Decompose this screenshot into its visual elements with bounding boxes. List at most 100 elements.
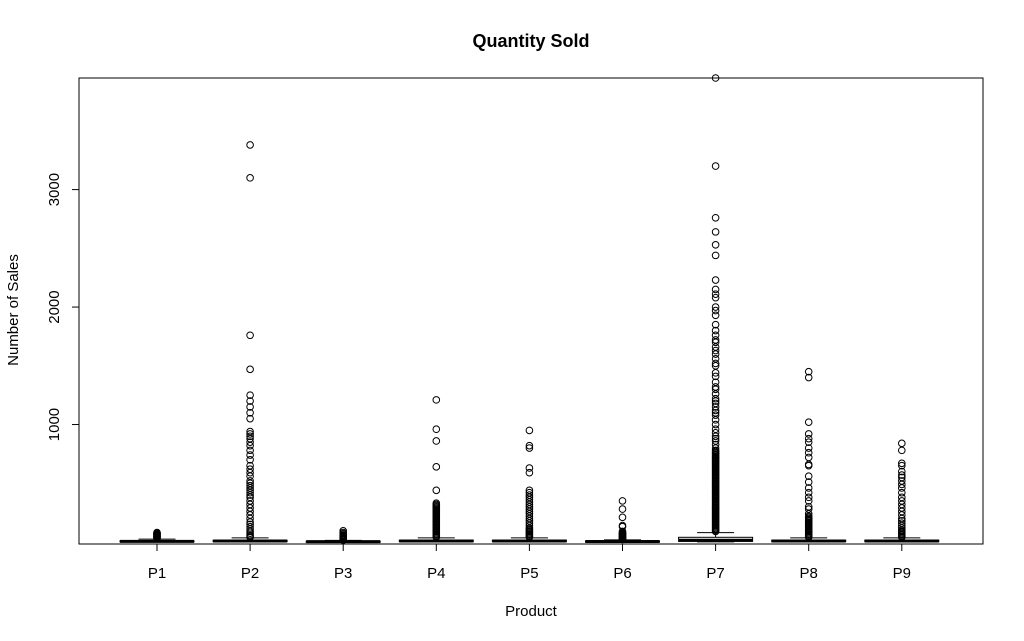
x-tick-label: P9 [893, 565, 911, 582]
outlier-point [711, 293, 720, 302]
outlier-point [246, 174, 254, 182]
outlier-point [898, 497, 906, 505]
outlier-point [804, 418, 813, 426]
outlier-point [804, 505, 813, 513]
outlier-point [246, 455, 254, 464]
outlier-point [804, 472, 813, 481]
outlier-point [898, 459, 906, 468]
outlier-point [711, 394, 720, 403]
outlier-point [246, 141, 254, 149]
outlier-point [711, 434, 720, 443]
outlier-point [711, 276, 720, 284]
outlier-point [711, 311, 720, 320]
outlier-point [525, 491, 534, 499]
box-p8 [771, 367, 847, 543]
outlier-point [711, 378, 720, 387]
outlier-point [246, 414, 254, 423]
outlier-point [711, 285, 720, 294]
outlier-point [804, 484, 813, 492]
outlier-point [246, 438, 254, 446]
outlier-point [246, 397, 254, 405]
outlier-point [711, 251, 720, 260]
outlier-point [246, 481, 254, 490]
box-series [119, 74, 940, 544]
outlier-point [432, 396, 441, 404]
outlier-point [525, 444, 534, 452]
outlier-point [246, 432, 254, 441]
outlier-point [898, 471, 906, 479]
outlier-point [898, 473, 906, 482]
chart-title: Quantity Sold [473, 31, 590, 51]
y-axis-title: Number of Sales [5, 254, 22, 366]
outlier-point [711, 399, 720, 408]
outlier-point [246, 477, 254, 485]
outlier-point [804, 453, 813, 462]
outlier-point [804, 493, 813, 502]
outlier-point [898, 493, 906, 502]
outlier-point [246, 497, 254, 505]
outlier-point [898, 439, 906, 448]
outlier-point [618, 527, 627, 536]
outlier-point [711, 440, 720, 449]
x-tick-label: P3 [334, 565, 352, 582]
x-tick-label: P1 [148, 565, 166, 582]
outlier-point [711, 336, 720, 344]
box-p7 [678, 74, 754, 543]
outlier-point [711, 372, 720, 381]
outlier-point [711, 303, 720, 311]
outlier-point [711, 446, 720, 455]
outlier-point [618, 521, 627, 530]
outlier-point [898, 517, 906, 525]
outlier-point [711, 408, 720, 417]
outlier-point [246, 446, 254, 455]
outlier-point [246, 331, 254, 340]
outlier-point [711, 241, 720, 249]
outlier-point [711, 354, 720, 363]
box-p3 [305, 527, 381, 544]
outlier-point [898, 477, 906, 485]
outlier-point [246, 427, 254, 436]
x-tick-label: P6 [613, 565, 631, 582]
plot-frame [78, 77, 984, 545]
outlier-point [618, 497, 627, 505]
x-tick-label: P8 [800, 565, 818, 582]
x-tick-label: P4 [427, 565, 445, 582]
outlier-point [898, 519, 906, 528]
box-p9 [864, 439, 940, 543]
outlier-point [804, 488, 813, 497]
box-p2 [212, 141, 288, 543]
outlier-point [246, 522, 254, 531]
x-tick-label: P2 [241, 565, 259, 582]
outlier-point [432, 499, 441, 508]
outlier-point [711, 74, 720, 82]
outlier-point [711, 213, 720, 222]
outlier-point [246, 403, 254, 411]
box-p1 [119, 528, 195, 543]
outlier-point [711, 331, 720, 340]
outlier-point [711, 320, 720, 329]
outlier-point [618, 513, 627, 522]
outlier-point [804, 497, 813, 505]
outlier-point [711, 403, 720, 411]
box-p6 [585, 497, 660, 544]
outlier-point [246, 365, 254, 374]
outlier-point [711, 326, 720, 335]
outlier-point [153, 528, 161, 537]
x-axis: P1 P2 P3 P4 P5 P6 P7 P8 P9 [148, 543, 911, 582]
outlier-point [432, 437, 441, 445]
outlier-point [246, 430, 254, 438]
outlier-point [804, 478, 813, 486]
outlier-point [804, 373, 813, 382]
outlier-point [711, 383, 720, 391]
outlier-point [246, 391, 254, 399]
outlier-point [711, 437, 720, 445]
outlier-point [804, 502, 813, 511]
y-tick-label: 3000 [46, 173, 63, 206]
outlier-point [804, 367, 813, 376]
outlier-point [804, 438, 813, 446]
outlier-point [246, 408, 254, 417]
outlier-point [898, 467, 906, 476]
outlier-point [525, 441, 534, 450]
x-axis-title: Product [505, 603, 558, 620]
